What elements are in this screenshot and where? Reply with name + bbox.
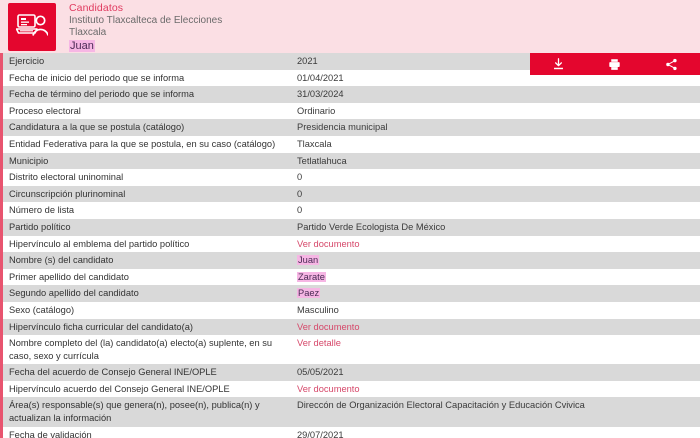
row-label: Hipervínculo acuerdo del Consejo General…: [9, 383, 230, 394]
table-row: Distrito electoral uninominal 0: [3, 169, 700, 186]
share-icon[interactable]: [659, 54, 685, 74]
row-value-link[interactable]: Ver detalle: [297, 338, 341, 349]
row-label: Fecha del acuerdo de Consejo General INE…: [9, 367, 217, 378]
table-row: Fecha de validación 29/07/2021: [3, 426, 700, 438]
row-value: Ordinario: [297, 105, 336, 116]
table-row: Hipervínculo al emblema del partido polí…: [3, 235, 700, 253]
row-label: Distrito electoral uninominal: [9, 172, 124, 183]
state-name: Tlaxcala: [69, 27, 107, 38]
header-text-block: Candidatos Instituto Tlaxcalteca de Elec…: [69, 0, 222, 52]
row-label: Fecha de término del periodo que se info…: [9, 89, 195, 100]
row-label: Municipio: [9, 155, 49, 166]
row-label: Ejercicio: [9, 56, 45, 66]
table-row: Fecha de inicio del periodo que se infor…: [3, 69, 700, 87]
search-highlight: Zarate: [297, 271, 326, 282]
row-label: Nombre completo del (la) candidato(a) el…: [9, 338, 273, 361]
row-value: Paez: [296, 286, 700, 301]
row-value: Juan: [296, 253, 700, 268]
table-row: Hipervínculo acuerdo del Consejo General…: [3, 380, 700, 398]
row-label: Número de lista: [9, 205, 75, 216]
row-label: Fecha de inicio del periodo que se infor…: [9, 72, 185, 83]
search-highlight: Paez: [297, 288, 321, 299]
row-label: Nombre (s) del candidato: [9, 255, 114, 266]
row-label: Circunscripción plurinominal: [9, 188, 126, 199]
table-row: Entidad Federativa para la que se postul…: [3, 135, 700, 153]
row-value: Tetlatlahuca: [297, 155, 347, 166]
row-label: Fecha de validación: [9, 429, 92, 438]
row-value-link[interactable]: Ver documento: [297, 321, 360, 332]
row-value: 2021: [297, 56, 318, 66]
row-label: Partido político: [9, 221, 71, 232]
table-row: Número de lista 0: [3, 202, 700, 219]
table-row: Partido político Partido Verde Ecologista…: [3, 218, 700, 236]
record-name: Juan: [69, 39, 95, 53]
table-row: Segundo apellido del candidato Paez: [3, 285, 700, 302]
table-row: Municipio Tetlatlahuca: [3, 152, 700, 170]
row-label: Proceso electoral: [9, 105, 81, 116]
row-value: 0: [297, 188, 303, 199]
row-label: Segundo apellido del candidato: [9, 288, 139, 299]
table-row: Área(s) responsable(s) que genera(n), po…: [3, 397, 700, 427]
row-value-link[interactable]: Ver documento: [297, 383, 360, 394]
row-label: Hipervínculo ficha curricular del candid…: [9, 321, 193, 332]
table-row: Proceso electoral Ordinario: [3, 102, 700, 120]
row-value: Direccón de Organización Electoral Capac…: [297, 400, 585, 411]
row-label: Primer apellido del candidato: [9, 271, 129, 282]
row-value: 31/03/2024: [297, 89, 344, 100]
row-value: 29/07/2021: [297, 429, 344, 438]
action-toolbar: [530, 53, 700, 75]
download-icon[interactable]: [545, 54, 571, 74]
print-icon[interactable]: [602, 54, 628, 74]
record-name-highlight: Juan: [69, 39, 95, 52]
row-label: Hipervínculo al emblema del partido polí…: [9, 238, 190, 249]
row-value: 0: [297, 205, 303, 216]
table-row: Fecha de término del periodo que se info…: [3, 86, 700, 103]
table-row: Nombre completo del (la) candidato(a) el…: [3, 335, 700, 365]
row-value: 01/04/2021: [297, 72, 344, 83]
row-value-link[interactable]: Ver documento: [297, 238, 360, 249]
row-value: Tlaxcala: [297, 138, 332, 149]
table-row: Primer apellido del candidato Zarate: [3, 268, 700, 286]
row-value: Zarate: [296, 270, 700, 285]
row-value: Presidencia municipal: [297, 122, 388, 133]
table-row: Nombre (s) del candidato Juan: [3, 252, 700, 269]
row-label: Candidatura a la que se postula (catálog…: [9, 122, 185, 133]
table-row: Candidatura a la que se postula (catálog…: [3, 119, 700, 136]
row-label: Área(s) responsable(s) que genera(n), po…: [9, 400, 260, 424]
candidate-computer-icon: [8, 3, 56, 51]
table-row: Sexo (catálogo) Masculino: [3, 301, 700, 319]
row-label: Entidad Federativa para la que se postul…: [9, 138, 276, 149]
row-label: Sexo (catálogo): [9, 304, 75, 315]
table-row: Ejercicio 2021: [3, 53, 700, 70]
candidate-detail-table: Ejercicio 2021 Fecha de inicio del periodo…: [0, 53, 700, 438]
table-row: Fecha del acuerdo de Consejo General INE…: [3, 364, 700, 381]
institution-name: Instituto Tlaxcalteca de Elecciones: [69, 14, 223, 26]
row-value: Partido Verde Ecologista De México: [297, 221, 446, 232]
page-header: Candidatos Instituto Tlaxcalteca de Elec…: [0, 0, 700, 53]
table-row: Hipervínculo ficha curricular del candid…: [3, 318, 700, 336]
row-value: 0: [297, 172, 303, 183]
row-value: 05/05/2021: [297, 367, 344, 378]
search-highlight: Juan: [297, 255, 320, 266]
table-row: Circunscripción plurinominal 0: [3, 185, 700, 203]
page-title: Candidatos: [69, 2, 124, 14]
row-value: Masculino: [297, 304, 339, 315]
